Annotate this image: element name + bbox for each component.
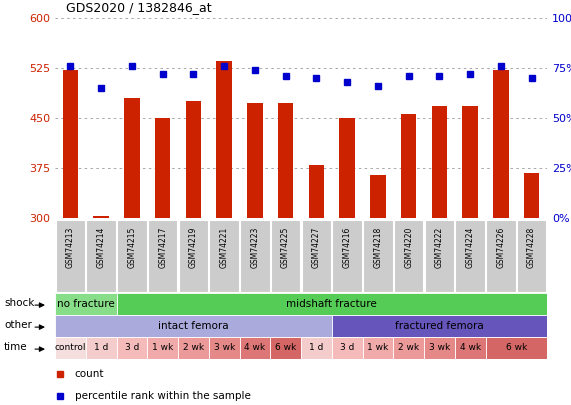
FancyBboxPatch shape [147, 337, 178, 358]
FancyBboxPatch shape [485, 337, 547, 358]
FancyBboxPatch shape [271, 220, 300, 292]
Text: fractured femora: fractured femora [395, 321, 484, 331]
Text: 3 wk: 3 wk [214, 343, 235, 352]
FancyBboxPatch shape [178, 337, 209, 358]
Text: GSM74226: GSM74226 [496, 227, 505, 269]
FancyBboxPatch shape [55, 315, 332, 337]
Text: GSM74227: GSM74227 [312, 227, 321, 269]
FancyBboxPatch shape [332, 337, 363, 358]
FancyBboxPatch shape [393, 337, 424, 358]
Text: GSM74224: GSM74224 [465, 227, 475, 269]
Text: GSM74225: GSM74225 [281, 227, 290, 269]
Text: percentile rank within the sample: percentile rank within the sample [75, 391, 251, 401]
Bar [94, 216, 109, 218]
Bar [493, 70, 509, 218]
Text: GSM74222: GSM74222 [435, 227, 444, 268]
Text: 2 wk: 2 wk [183, 343, 204, 352]
FancyBboxPatch shape [425, 220, 454, 292]
Bar [463, 106, 478, 218]
Bar [186, 101, 201, 218]
FancyBboxPatch shape [210, 220, 239, 292]
Text: GSM74217: GSM74217 [158, 227, 167, 269]
FancyBboxPatch shape [424, 337, 455, 358]
FancyBboxPatch shape [148, 220, 178, 292]
Bar [124, 98, 139, 218]
Text: midshaft fracture: midshaft fracture [287, 299, 377, 309]
FancyBboxPatch shape [363, 220, 393, 292]
Text: GSM74216: GSM74216 [343, 227, 352, 269]
Bar [247, 103, 263, 218]
FancyBboxPatch shape [117, 220, 147, 292]
FancyBboxPatch shape [363, 337, 393, 358]
Bar [401, 114, 416, 218]
FancyBboxPatch shape [116, 337, 147, 358]
FancyBboxPatch shape [301, 337, 332, 358]
Text: GSM74214: GSM74214 [96, 227, 106, 269]
Text: GDS2020 / 1382846_at: GDS2020 / 1382846_at [66, 1, 212, 14]
Text: 6 wk: 6 wk [506, 343, 527, 352]
Text: GSM74215: GSM74215 [127, 227, 136, 269]
Bar [432, 106, 447, 218]
FancyBboxPatch shape [455, 220, 485, 292]
FancyBboxPatch shape [86, 337, 116, 358]
Bar [339, 118, 355, 218]
FancyBboxPatch shape [517, 220, 546, 292]
FancyBboxPatch shape [55, 294, 116, 315]
FancyBboxPatch shape [179, 220, 208, 292]
Text: 1 wk: 1 wk [152, 343, 173, 352]
FancyBboxPatch shape [55, 337, 86, 358]
FancyBboxPatch shape [486, 220, 516, 292]
Text: shock: shock [4, 298, 34, 308]
Bar [524, 173, 540, 218]
Bar [63, 70, 78, 218]
Text: 1 wk: 1 wk [367, 343, 388, 352]
Text: 1 d: 1 d [309, 343, 324, 352]
FancyBboxPatch shape [239, 337, 270, 358]
Text: GSM74220: GSM74220 [404, 227, 413, 269]
FancyBboxPatch shape [394, 220, 423, 292]
FancyBboxPatch shape [55, 220, 85, 292]
Bar [309, 165, 324, 218]
Bar [216, 61, 232, 218]
Text: no fracture: no fracture [57, 299, 115, 309]
Text: GSM74219: GSM74219 [189, 227, 198, 269]
FancyBboxPatch shape [270, 337, 301, 358]
FancyBboxPatch shape [86, 220, 116, 292]
Text: GSM74223: GSM74223 [250, 227, 259, 269]
Text: 1 d: 1 d [94, 343, 108, 352]
Text: time: time [4, 342, 28, 352]
Bar [370, 175, 385, 218]
FancyBboxPatch shape [455, 337, 485, 358]
Text: 4 wk: 4 wk [460, 343, 481, 352]
Text: GSM74221: GSM74221 [220, 227, 228, 268]
Text: count: count [75, 369, 104, 379]
Text: GSM74213: GSM74213 [66, 227, 75, 269]
Text: 3 wk: 3 wk [429, 343, 450, 352]
Text: 2 wk: 2 wk [398, 343, 419, 352]
Bar [278, 103, 293, 218]
Bar [155, 118, 170, 218]
Text: control: control [55, 343, 86, 352]
Text: intact femora: intact femora [158, 321, 229, 331]
Text: GSM74218: GSM74218 [373, 227, 383, 268]
Text: GSM74228: GSM74228 [527, 227, 536, 268]
Text: 4 wk: 4 wk [244, 343, 266, 352]
Text: 3 d: 3 d [340, 343, 355, 352]
Text: 3 d: 3 d [124, 343, 139, 352]
FancyBboxPatch shape [240, 220, 270, 292]
Text: other: other [4, 320, 32, 330]
FancyBboxPatch shape [301, 220, 331, 292]
FancyBboxPatch shape [332, 220, 362, 292]
FancyBboxPatch shape [209, 337, 239, 358]
FancyBboxPatch shape [116, 294, 547, 315]
FancyBboxPatch shape [332, 315, 547, 337]
Text: 6 wk: 6 wk [275, 343, 296, 352]
